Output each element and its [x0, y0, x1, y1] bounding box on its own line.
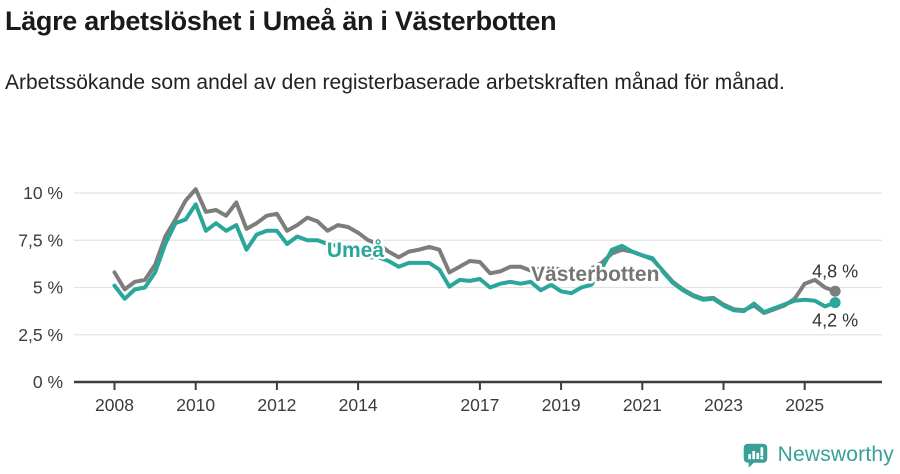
- logo-bar-1: [747, 453, 751, 459]
- vasterbotten-line: [112, 187, 838, 315]
- logo-exclamation-stem: [760, 446, 763, 456]
- y-axis-label: 5 %: [33, 278, 63, 298]
- y-axis-label: 2,5 %: [18, 325, 63, 345]
- y-axis-label: 0 %: [33, 372, 63, 392]
- newsworthy-brand-name: Newsworthy: [777, 443, 894, 466]
- umea-end-value-label: 4,2 %: [812, 311, 858, 331]
- newsworthy-logo-icon: [743, 443, 767, 468]
- page-subtitle: Arbetssökande som andel av den registerb…: [5, 71, 785, 94]
- newsworthy-brand[interactable]: Newsworthy: [741, 439, 894, 471]
- umea-series-label: Umeå: [327, 239, 385, 262]
- x-axis-label: 2012: [257, 395, 296, 415]
- vasterbotten-end-dot: [829, 285, 841, 297]
- vasterbotten-series-label: Västerbotten: [531, 263, 659, 286]
- x-axis-label: 2017: [460, 395, 499, 415]
- x-axis-label: 2014: [339, 395, 378, 415]
- unemployment-line-chart: 2008 2010 2012 2014 2017 2019 2021 2023 2025 0 % 2…: [18, 183, 882, 415]
- y-axis-label: 7,5 %: [18, 230, 63, 250]
- x-axis-label: 2021: [623, 395, 662, 415]
- vasterbotten-end-value-label: 4,8 %: [812, 261, 858, 281]
- page-title: Lägre arbetslöshet i Umeå än i Västerbot…: [5, 6, 557, 36]
- x-axis-label: 2010: [176, 395, 215, 415]
- x-axis-label: 2023: [704, 395, 743, 415]
- x-axis-label: 2008: [95, 395, 134, 415]
- x-axis-label: 2019: [542, 395, 581, 415]
- logo-bar-3: [756, 452, 759, 459]
- logo-bar-2: [751, 450, 755, 459]
- y-axis-label: 10 %: [23, 183, 63, 203]
- x-axis-label: 2025: [785, 395, 824, 415]
- umea-line: [112, 202, 838, 315]
- footer: Newsworthy: [741, 439, 894, 471]
- logo-exclamation-dot: [759, 455, 764, 460]
- umea-end-dot: [829, 297, 841, 309]
